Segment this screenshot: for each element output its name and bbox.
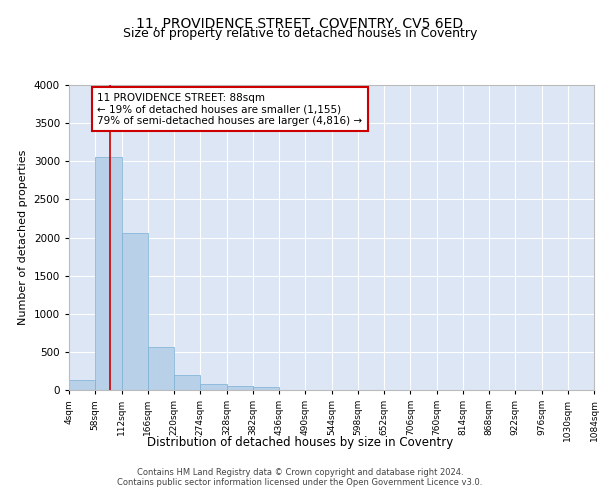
Bar — [253, 388, 279, 390]
Text: Contains public sector information licensed under the Open Government Licence v3: Contains public sector information licen… — [118, 478, 482, 487]
Bar — [200, 384, 227, 390]
Text: 11, PROVIDENCE STREET, COVENTRY, CV5 6ED: 11, PROVIDENCE STREET, COVENTRY, CV5 6ED — [136, 18, 464, 32]
Text: Contains HM Land Registry data © Crown copyright and database right 2024.: Contains HM Land Registry data © Crown c… — [137, 468, 463, 477]
Bar — [148, 348, 174, 390]
Text: Size of property relative to detached houses in Coventry: Size of property relative to detached ho… — [123, 28, 477, 40]
Bar — [69, 380, 95, 390]
Bar — [227, 386, 253, 390]
Y-axis label: Number of detached properties: Number of detached properties — [18, 150, 28, 325]
Bar — [95, 156, 121, 390]
Bar — [121, 233, 148, 390]
Text: 11 PROVIDENCE STREET: 88sqm
← 19% of detached houses are smaller (1,155)
79% of : 11 PROVIDENCE STREET: 88sqm ← 19% of det… — [97, 92, 362, 126]
Bar — [174, 375, 200, 390]
Text: Distribution of detached houses by size in Coventry: Distribution of detached houses by size … — [147, 436, 453, 449]
